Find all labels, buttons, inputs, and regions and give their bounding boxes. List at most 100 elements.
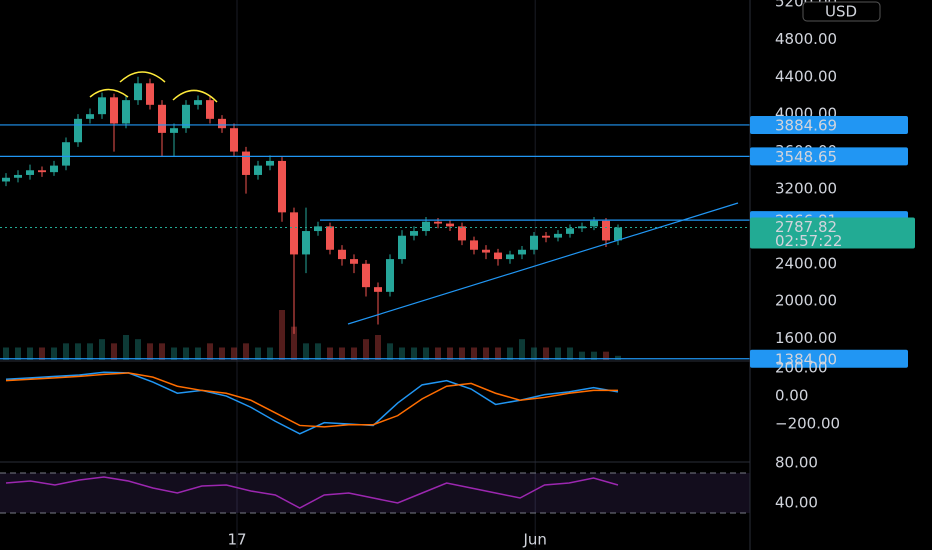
indicator-line (5, 372, 618, 428)
volume-bar (375, 335, 381, 360)
candle-body (182, 104, 190, 129)
candle-body (86, 114, 94, 119)
volume-bar (135, 339, 141, 360)
volume-bar (483, 347, 489, 360)
candle-body (278, 160, 286, 213)
candle-body (146, 83, 154, 105)
candle-body (254, 165, 262, 175)
level-label: 1384.00 (775, 350, 837, 368)
volume-bar (171, 347, 177, 360)
y-tick-label: 200.00 (775, 359, 828, 377)
pattern-arc (89, 88, 129, 98)
y-tick-label: 4800.00 (775, 30, 837, 48)
volume-bar (99, 339, 105, 360)
candle-body (266, 160, 274, 166)
candle-body (470, 240, 478, 250)
volume-bar (519, 339, 525, 360)
candle-body (242, 151, 250, 175)
candle-body (458, 226, 466, 241)
y-tick-label: 2400.00 (775, 254, 837, 272)
volume-bar (147, 343, 153, 360)
x-tick-label: Jun (522, 531, 546, 549)
axis: 5200.004800.004400.004000.003600.003200.… (227, 0, 915, 549)
grid (0, 0, 750, 548)
volume-bar (543, 347, 549, 360)
volume-bar (63, 343, 69, 360)
volume-bar (495, 347, 501, 360)
volume-bar (423, 347, 429, 360)
y-tick-label: 80.00 (775, 454, 818, 472)
volume-bar (447, 347, 453, 360)
volume-bar (195, 347, 201, 360)
volume-bar (207, 343, 213, 360)
candle-body (482, 249, 490, 253)
candle-body (2, 177, 10, 182)
candle-body (434, 221, 442, 224)
volume-bar (471, 347, 477, 360)
candle-body (506, 254, 514, 260)
marks (0, 76, 750, 509)
candle-body (386, 259, 394, 292)
volume-bar (351, 347, 357, 360)
volume-bar (615, 355, 621, 360)
volume-bar (339, 347, 345, 360)
candle-body (446, 223, 454, 227)
volume-bar (399, 347, 405, 360)
volume-bar (507, 347, 513, 360)
y-tick-label: 0.00 (775, 387, 808, 405)
level-label: 3884.69 (775, 116, 837, 134)
candle-body (38, 170, 46, 173)
trend-line (347, 202, 739, 325)
volume-bar (87, 343, 93, 360)
candle-body (494, 252, 502, 260)
candle-body (614, 227, 622, 241)
volume-bar (183, 347, 189, 360)
pattern-arc (172, 89, 218, 103)
rsi-band (0, 473, 750, 513)
volume-bar (159, 343, 165, 360)
volume-bar (111, 343, 117, 360)
candle-body (530, 235, 538, 250)
candle-body (302, 231, 310, 255)
volume-bar (255, 347, 261, 360)
candle-body (350, 259, 358, 264)
volume-bar (411, 347, 417, 360)
volume-bar (531, 347, 537, 360)
current-price-label: 2787.82 (775, 218, 837, 236)
candle-body (410, 231, 418, 236)
current-price-box (750, 217, 915, 249)
volume-bar (579, 351, 585, 360)
candle-body (158, 104, 166, 133)
volume-bar (279, 310, 285, 360)
candle-body (566, 228, 574, 234)
candle-body (326, 226, 334, 250)
volume-bar (267, 347, 273, 360)
candle-body (26, 170, 34, 175)
volume-bar (51, 347, 57, 360)
pattern-arc (119, 71, 166, 83)
volume-bar (291, 326, 297, 360)
volume-bar (39, 347, 45, 360)
volume-bar (459, 347, 465, 360)
volume-bar (75, 343, 81, 360)
currency-badge[interactable] (802, 1, 881, 22)
candle-body (134, 83, 142, 101)
candle-body (422, 221, 430, 232)
candle-body (542, 235, 550, 238)
y-tick-label: 40.00 (775, 494, 818, 512)
candle-body (314, 226, 322, 232)
indicator-line (5, 371, 619, 435)
volume-bar (363, 339, 369, 360)
candle-body (362, 263, 370, 288)
candle-body (194, 100, 202, 105)
volume-bar (567, 347, 573, 360)
volume-bar (303, 343, 309, 360)
volume-bar (219, 347, 225, 360)
volume-bar (315, 343, 321, 360)
y-tick-label: 3200.00 (775, 179, 837, 197)
currency-label: USD (825, 3, 857, 21)
volume-bar (3, 347, 9, 360)
candle-body (290, 212, 298, 255)
